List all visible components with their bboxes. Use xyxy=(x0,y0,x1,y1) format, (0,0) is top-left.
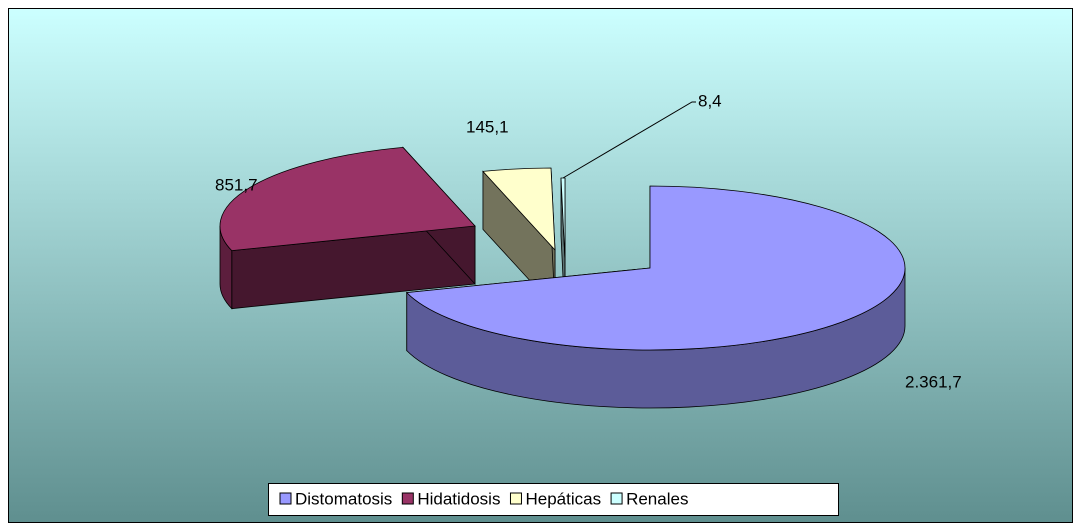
legend-swatch xyxy=(610,492,623,505)
slice xyxy=(405,185,906,351)
slice xyxy=(219,146,476,252)
slice-shade xyxy=(482,171,555,308)
pie xyxy=(219,146,906,409)
data-label: 2.361,7 xyxy=(905,372,962,391)
legend xyxy=(268,483,839,516)
legend-swatch xyxy=(401,492,414,505)
slice-shade xyxy=(220,226,232,309)
leader-line xyxy=(562,101,696,179)
legend-label: Renales xyxy=(626,489,688,508)
slice-shade xyxy=(231,226,475,309)
data-label: 851,7 xyxy=(215,175,258,194)
legend-label: Hidatidosis xyxy=(417,489,500,508)
legend-swatch xyxy=(509,492,522,505)
legend-swatch xyxy=(279,492,292,505)
slice xyxy=(482,167,556,252)
slice-shade xyxy=(406,268,905,409)
data-label: 145,1 xyxy=(466,117,509,136)
legend-label: Hepáticas xyxy=(525,489,601,508)
data-labels: 8,4 145,1 851,7 2.361,7 xyxy=(215,91,962,391)
legend-label: Distomatosis xyxy=(295,489,392,508)
legend-items: Distomatosis Hidatidosis Hepáticas Renales xyxy=(279,489,688,508)
data-label: 8,4 xyxy=(698,91,722,110)
